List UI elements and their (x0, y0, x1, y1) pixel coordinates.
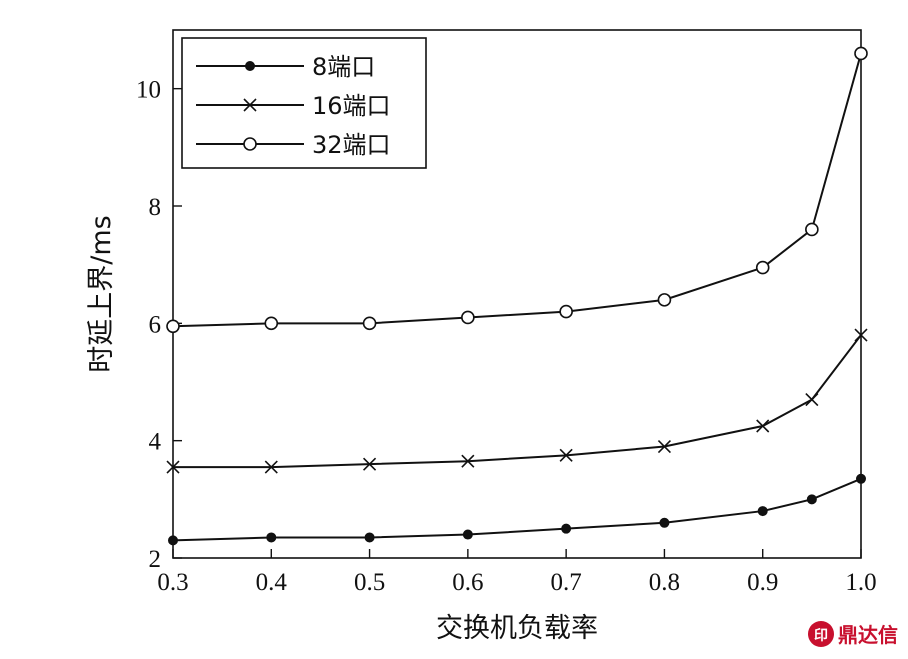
watermark: 印 鼎达信 (808, 621, 898, 647)
legend-item: 8端口 (196, 53, 375, 81)
series-2 (166, 328, 868, 474)
data-point (364, 532, 375, 543)
data-point (362, 316, 377, 331)
data-point (561, 523, 572, 534)
x-tick-label: 0.7 (551, 569, 582, 596)
data-point (805, 393, 819, 407)
data-point (461, 310, 475, 325)
y-tick-label: 2 (149, 546, 162, 573)
x-tick-label: 0.5 (354, 569, 385, 596)
legend: 8端口 16端口 32端口 (181, 37, 427, 169)
watermark-text: 鼎达信 (838, 623, 898, 647)
data-point (854, 328, 868, 342)
data-point (757, 506, 768, 517)
legend-label: 8端口 (312, 53, 375, 81)
series-line (173, 334, 862, 469)
plot-area-frame (172, 29, 862, 559)
series-3 (166, 46, 868, 334)
data-point (266, 532, 277, 543)
x-axis-title: 交换机负载率 (436, 613, 598, 644)
y-axis-title: 时延上界/ms (86, 215, 117, 372)
legend-box (181, 37, 427, 169)
data-point (168, 535, 178, 546)
legend-item: 32端口 (196, 131, 391, 159)
watermark-logo-icon (808, 621, 834, 647)
legend-marker (245, 61, 255, 71)
data-point (461, 454, 475, 468)
data-point (462, 529, 473, 540)
y-tick-label: 8 (149, 194, 162, 221)
data-point (166, 460, 180, 474)
watermark-logo-glyph: 印 (814, 627, 828, 644)
y-tick-label: 4 (149, 429, 162, 456)
series-line (172, 477, 862, 542)
data-point (854, 46, 868, 61)
legend-marker (243, 137, 257, 151)
data-point (363, 457, 377, 471)
data-point (659, 517, 670, 528)
data-point (755, 260, 770, 275)
data-point (856, 473, 866, 484)
y-tick-label: 10 (136, 77, 161, 104)
data-point (805, 222, 819, 237)
data-point (166, 319, 180, 334)
y-tick-label: 6 (149, 311, 162, 338)
legend-label: 16端口 (312, 92, 391, 120)
data-point (806, 494, 817, 505)
data-point (559, 304, 573, 319)
x-tick-label: 0.3 (157, 569, 188, 596)
data-point (657, 439, 671, 454)
x-tick-label: 0.6 (452, 569, 483, 596)
legend-marker (243, 98, 257, 112)
data-point (559, 448, 573, 462)
x-tick-label: 0.4 (256, 569, 288, 596)
data-point (264, 316, 279, 331)
data-point (756, 419, 770, 433)
x-tick-label: 0.9 (747, 569, 778, 596)
x-tick-label: 1.0 (845, 569, 876, 596)
data-point (657, 293, 672, 307)
legend-label: 32端口 (312, 131, 391, 159)
data-point (264, 460, 278, 474)
series-1 (168, 473, 866, 546)
legend-item: 16端口 (196, 92, 391, 120)
x-tick-label: 0.8 (649, 569, 680, 596)
